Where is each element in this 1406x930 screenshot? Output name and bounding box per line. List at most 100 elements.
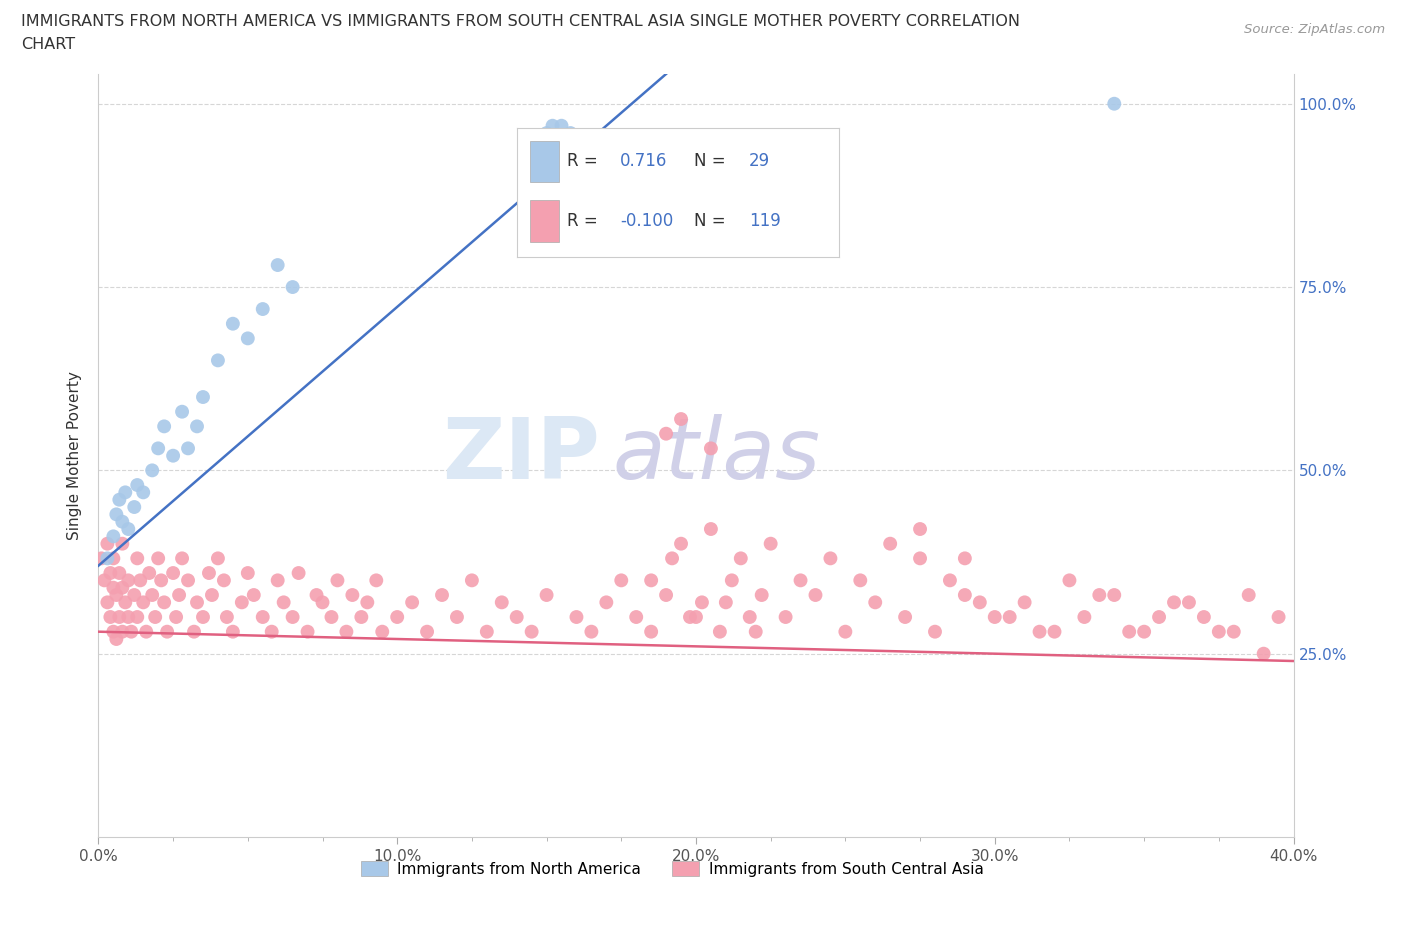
Point [287, 565, 309, 580]
Point [908, 551, 931, 565]
Point [207, 353, 229, 368]
Point [172, 551, 194, 565]
Point [595, 595, 617, 610]
Point [156, 624, 179, 639]
Point [222, 316, 245, 331]
Point [111, 514, 134, 529]
Point [108, 565, 131, 580]
Point [252, 301, 274, 316]
Point [297, 624, 319, 639]
Point [311, 595, 333, 610]
Point [117, 522, 139, 537]
Point [135, 624, 157, 639]
Point [894, 609, 917, 624]
Point [536, 588, 558, 603]
Point [243, 588, 266, 603]
Point [669, 412, 692, 427]
Point [401, 595, 423, 610]
Point [127, 609, 149, 624]
Point [690, 595, 713, 610]
Point [714, 595, 737, 610]
Point [103, 529, 125, 544]
Point [1104, 588, 1126, 603]
Point [141, 463, 163, 478]
Point [153, 595, 176, 610]
Point [342, 588, 364, 603]
Point [108, 609, 131, 624]
Point [141, 588, 163, 603]
Point [103, 551, 125, 565]
Point [127, 478, 149, 493]
Point [640, 624, 662, 639]
Point [1104, 97, 1126, 112]
Point [212, 573, 235, 588]
Point [709, 624, 731, 639]
Point [150, 573, 173, 588]
Point [700, 522, 723, 537]
Point [236, 565, 259, 580]
Point [326, 573, 349, 588]
Point [172, 405, 194, 419]
Point [143, 609, 166, 624]
Point [90, 551, 112, 565]
Point [267, 258, 290, 272]
Point [321, 609, 343, 624]
Point [260, 624, 283, 639]
Point [273, 595, 295, 610]
Point [461, 573, 484, 588]
Point [879, 537, 901, 551]
Point [581, 624, 603, 639]
Point [148, 441, 170, 456]
Point [721, 573, 744, 588]
Point [751, 588, 773, 603]
Point [1237, 588, 1260, 603]
Point [98, 565, 122, 580]
Point [305, 588, 328, 603]
Point [430, 588, 453, 603]
Point [1028, 624, 1050, 639]
Point [1253, 646, 1275, 661]
Point [191, 609, 214, 624]
Point [1163, 595, 1185, 610]
Point [177, 441, 200, 456]
Point [1088, 588, 1111, 603]
Point [138, 565, 160, 580]
Point [198, 565, 221, 580]
Point [565, 609, 588, 624]
Point [162, 565, 184, 580]
Point [1014, 595, 1036, 610]
Point [953, 588, 976, 603]
Point [541, 118, 564, 133]
Point [1192, 609, 1215, 624]
Point [93, 573, 115, 588]
Point [610, 573, 633, 588]
Point [640, 573, 662, 588]
Point [177, 573, 200, 588]
Point [105, 507, 128, 522]
Point [560, 126, 582, 140]
Point [775, 609, 797, 624]
Point [1147, 609, 1170, 624]
Text: atlas: atlas [613, 414, 820, 498]
Point [186, 418, 208, 433]
Point [626, 609, 648, 624]
Point [103, 624, 125, 639]
Point [371, 624, 394, 639]
Point [335, 624, 357, 639]
Point [281, 280, 304, 295]
Point [416, 624, 439, 639]
Point [111, 624, 134, 639]
Point [759, 537, 782, 551]
Point [167, 588, 190, 603]
Point [1133, 624, 1156, 639]
Point [1059, 573, 1081, 588]
Point [111, 537, 134, 551]
Text: Source: ZipAtlas.com: Source: ZipAtlas.com [1244, 23, 1385, 36]
Point [111, 580, 134, 595]
Point [162, 448, 184, 463]
Point [738, 609, 761, 624]
Point [661, 551, 683, 565]
Point [655, 426, 678, 441]
Point [820, 551, 842, 565]
Point [350, 609, 373, 624]
